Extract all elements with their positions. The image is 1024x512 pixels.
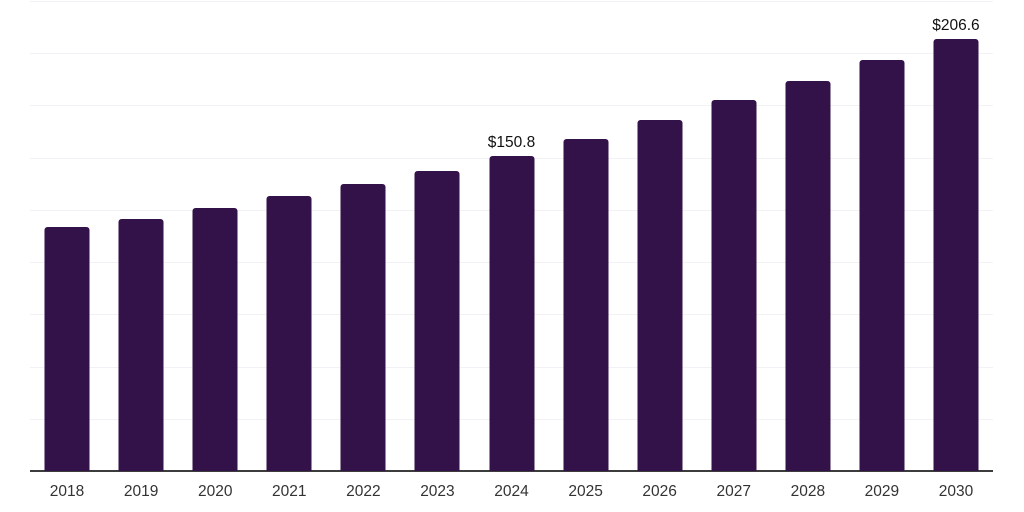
bars-layer: $150.8 $206.6: [30, 1, 993, 471]
x-axis-label: 2025: [568, 483, 603, 500]
bar-band: [549, 1, 623, 471]
bar: [859, 59, 905, 471]
x-axis-label: 2019: [123, 483, 159, 500]
bar: [711, 100, 757, 471]
x-axis-label: 2024: [494, 483, 529, 500]
bar-band: [104, 1, 178, 471]
bar-value-label: $150.8: [487, 133, 536, 151]
bar: [489, 156, 534, 471]
bar: [933, 39, 979, 471]
x-axis-label: 2028: [790, 483, 826, 500]
bar: [414, 170, 460, 471]
x-axis-label: 2023: [420, 483, 455, 500]
bar-band: [697, 1, 771, 471]
bar-band: [771, 1, 845, 471]
x-axis-labels: 2018 2019 2020 2021 2022 2023 2024 2025 2026 2027…: [30, 483, 993, 502]
bar-band: [252, 1, 326, 471]
bar: [44, 227, 90, 471]
bar-band: [400, 1, 474, 471]
bar: [118, 218, 164, 471]
bar: [785, 81, 831, 471]
x-axis-label: 2030: [938, 483, 974, 500]
bar-band: $150.8: [474, 1, 548, 471]
bar: [266, 196, 312, 471]
bar: [637, 119, 683, 471]
gridline: [30, 1, 993, 2]
x-axis-label: 2021: [272, 483, 307, 500]
bar-band: [326, 1, 400, 471]
x-axis-line: [30, 470, 993, 472]
gridline: [30, 53, 993, 55]
bar-band: [623, 1, 697, 471]
bar-band: [178, 1, 252, 471]
x-axis-label: 2022: [346, 483, 381, 500]
x-axis-label: 2027: [716, 483, 751, 500]
x-axis-label: 2026: [642, 483, 677, 500]
bar: [192, 207, 238, 471]
x-axis-label: 2029: [864, 483, 900, 500]
x-axis-label: 2018: [49, 483, 85, 500]
bar-value-label: $206.6: [932, 16, 980, 34]
bar-band: [30, 1, 104, 471]
bar-band: [845, 1, 919, 471]
gridline: [30, 105, 993, 107]
bar: [563, 138, 609, 471]
bar-band: $206.6: [919, 1, 993, 471]
x-axis-label: 2020: [197, 483, 233, 500]
bar: [340, 184, 386, 471]
